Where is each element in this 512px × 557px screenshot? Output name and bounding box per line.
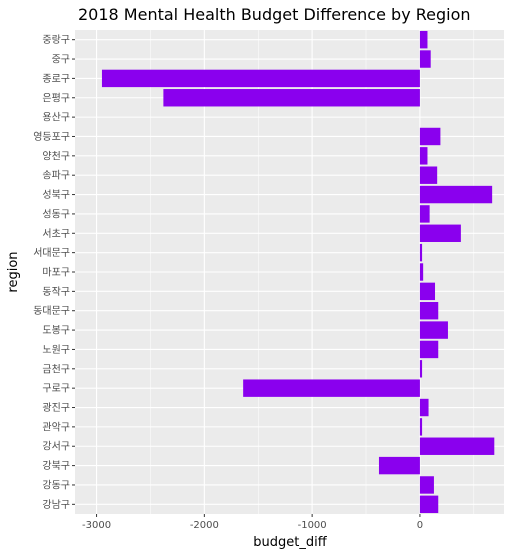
y-tick-label: 구로구 xyxy=(42,384,70,395)
y-axis: 중랑구중구종로구은평구용산구영등포구양천구송파구성북구성동구서초구서대문구마포구… xyxy=(33,34,75,511)
y-tick-label: 강서구 xyxy=(42,441,70,453)
bar-22 xyxy=(378,456,420,475)
bar-21 xyxy=(419,437,495,455)
y-tick-label: 성북구 xyxy=(42,189,70,201)
bar-11 xyxy=(419,243,423,262)
bar-12 xyxy=(419,263,424,281)
bar-3 xyxy=(163,89,420,107)
bar-15 xyxy=(419,321,448,339)
y-tick-label: 강북구 xyxy=(42,460,70,472)
bar-20 xyxy=(419,418,423,436)
bar-2 xyxy=(101,69,420,88)
y-tick-label: 송파구 xyxy=(42,170,70,182)
y-tick-label: 마포구 xyxy=(42,267,70,279)
y-tick-label: 금천구 xyxy=(42,363,70,375)
y-tick-label: 용산구 xyxy=(42,112,70,124)
y-tick-label: 서대문구 xyxy=(33,247,70,259)
y-tick-label: 광진구 xyxy=(42,402,70,414)
y-tick-label: 은평구 xyxy=(42,92,70,104)
bars xyxy=(101,30,495,514)
y-tick-label: 성동구 xyxy=(42,208,70,220)
y-tick-label: 관악구 xyxy=(42,421,70,433)
y-tick-label: 양천구 xyxy=(42,150,70,162)
bar-5 xyxy=(419,127,441,146)
y-tick-label: 도봉구 xyxy=(42,325,70,337)
y-tick-label: 중구 xyxy=(52,54,70,66)
y-tick-label: 서초구 xyxy=(42,228,70,240)
y-tick-label: 종로구 xyxy=(42,73,70,85)
bar-10 xyxy=(419,224,461,242)
x-tick-label: -2000 xyxy=(190,520,219,531)
chart-title: 2018 Mental Health Budget Difference by … xyxy=(78,5,471,24)
bar-24 xyxy=(419,495,439,514)
y-tick-label: 강동구 xyxy=(42,479,70,491)
x-axis: -3000 -2000 -1000 0 xyxy=(82,514,423,531)
x-tick-label: -3000 xyxy=(82,520,111,531)
bar-16 xyxy=(419,340,439,359)
x-tick-label: -1000 xyxy=(298,520,327,531)
y-axis-title: region xyxy=(6,251,21,292)
x-axis-title: budget_diff xyxy=(253,535,327,550)
bar-1 xyxy=(419,50,431,68)
bar-13 xyxy=(419,282,436,301)
bar-14 xyxy=(419,302,439,320)
y-tick-label: 영등포구 xyxy=(33,131,70,143)
y-tick-label: 동대문구 xyxy=(33,305,70,317)
y-tick-label: 중랑구 xyxy=(42,34,70,46)
y-tick-label: 강남구 xyxy=(42,499,70,511)
y-tick-label: 동작구 xyxy=(42,286,70,298)
bar-17 xyxy=(419,360,423,378)
bar-23 xyxy=(419,476,434,494)
y-tick-label: 노원구 xyxy=(42,344,70,356)
x-tick-label: 0 xyxy=(417,520,423,531)
bar-8 xyxy=(419,185,493,204)
bar-18 xyxy=(243,379,420,397)
bar-0 xyxy=(419,30,428,49)
bar-19 xyxy=(419,398,429,417)
bar-9 xyxy=(419,205,430,223)
bar-7 xyxy=(419,166,438,184)
bar-6 xyxy=(419,147,428,165)
